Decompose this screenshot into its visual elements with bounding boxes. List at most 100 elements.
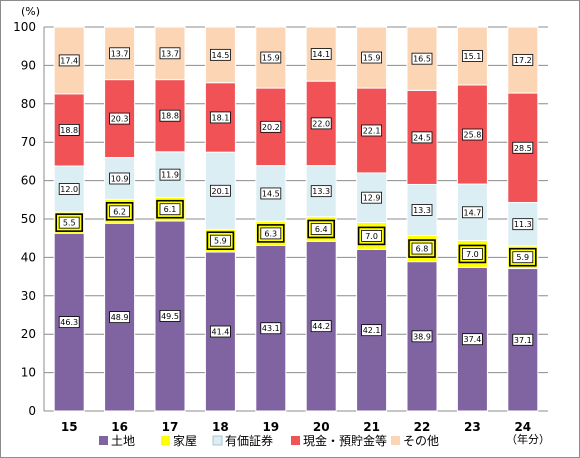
data-label: 6.3 bbox=[264, 229, 277, 238]
data-label: 12.0 bbox=[60, 185, 78, 194]
data-label: 43.1 bbox=[262, 324, 280, 333]
data-label: 22.0 bbox=[312, 119, 330, 128]
data-label-box bbox=[209, 111, 231, 124]
data-label: 5.5 bbox=[63, 219, 76, 228]
data-label-box bbox=[109, 205, 130, 218]
x-unit-label: （年分） bbox=[506, 432, 550, 446]
data-label-box bbox=[260, 187, 282, 200]
x-tick-label: 17 bbox=[162, 420, 179, 434]
data-label: 18.8 bbox=[161, 112, 179, 121]
data-label: 41.4 bbox=[211, 328, 229, 337]
x-tick-label: 21 bbox=[363, 420, 380, 434]
legend-label: 家屋 bbox=[173, 433, 197, 448]
data-label-box bbox=[461, 128, 483, 141]
data-label: 13.7 bbox=[111, 49, 129, 58]
data-label: 14.5 bbox=[262, 189, 280, 198]
data-label-box bbox=[310, 117, 332, 130]
data-label-box bbox=[159, 47, 181, 60]
data-label-box bbox=[58, 216, 80, 229]
data-label: 18.1 bbox=[211, 113, 229, 122]
y-tick-label: 100 bbox=[13, 20, 36, 34]
legend-label: 現金・預貯金等 bbox=[303, 433, 387, 448]
data-label-box bbox=[361, 191, 383, 204]
data-label-box bbox=[260, 227, 282, 240]
data-label-box bbox=[109, 172, 130, 185]
data-label-box bbox=[411, 330, 433, 343]
data-label-box bbox=[260, 51, 282, 64]
data-label-box bbox=[310, 185, 332, 198]
data-label-box bbox=[209, 234, 231, 247]
data-label: 6.1 bbox=[164, 205, 177, 214]
x-tick-label: 15 bbox=[61, 420, 78, 434]
data-label: 6.8 bbox=[416, 245, 429, 254]
data-label-box bbox=[361, 324, 383, 337]
data-label: 38.9 bbox=[413, 332, 431, 341]
data-label: 15.1 bbox=[463, 52, 481, 61]
data-label-box bbox=[260, 120, 282, 133]
data-label-box bbox=[361, 229, 383, 242]
data-label: 11.3 bbox=[514, 220, 532, 229]
data-label: 48.9 bbox=[111, 313, 129, 322]
y-tick-label: 90 bbox=[21, 58, 36, 72]
y-tick-label: 40 bbox=[21, 250, 36, 264]
data-label: 44.2 bbox=[312, 322, 330, 331]
data-label-box bbox=[411, 204, 433, 216]
data-label: 24.5 bbox=[413, 133, 431, 142]
data-label: 17.2 bbox=[514, 56, 532, 65]
data-label: 28.5 bbox=[514, 144, 532, 153]
data-label: 16.5 bbox=[413, 55, 431, 64]
data-label: 22.1 bbox=[363, 126, 381, 135]
y-tick-label: 0 bbox=[28, 404, 36, 418]
y-tick-label: 80 bbox=[21, 97, 36, 111]
data-label-box bbox=[512, 141, 534, 154]
legend-label: 土地 bbox=[111, 434, 135, 448]
legend-label: その他 bbox=[403, 434, 439, 448]
data-label-box bbox=[209, 48, 231, 61]
data-label-box bbox=[260, 322, 282, 335]
data-label-box bbox=[209, 184, 231, 197]
data-label: 13.3 bbox=[312, 187, 330, 196]
data-label: 49.5 bbox=[161, 312, 179, 321]
x-tick-label: 18 bbox=[212, 420, 229, 434]
data-label-box bbox=[159, 168, 181, 181]
data-label-box bbox=[58, 316, 80, 329]
legend-swatch bbox=[212, 435, 223, 446]
data-label-box bbox=[310, 320, 332, 333]
data-label: 20.2 bbox=[262, 123, 280, 132]
data-label-box bbox=[159, 203, 181, 216]
y-tick-label: 60 bbox=[21, 174, 36, 188]
data-label-box bbox=[109, 47, 130, 60]
data-label-box bbox=[411, 52, 433, 65]
data-label-box bbox=[512, 251, 534, 264]
data-label: 14.7 bbox=[463, 208, 481, 217]
data-label: 25.8 bbox=[463, 131, 481, 140]
data-label-box bbox=[58, 183, 80, 195]
legend-swatch bbox=[291, 436, 300, 445]
data-label-box bbox=[159, 310, 181, 322]
data-label: 20.1 bbox=[211, 187, 229, 196]
y-tick-label: 30 bbox=[21, 289, 36, 303]
data-label: 14.1 bbox=[312, 50, 330, 59]
data-label-box bbox=[461, 248, 483, 260]
data-label-box bbox=[512, 333, 534, 346]
data-label: 20.3 bbox=[111, 115, 129, 124]
y-tick-label: 10 bbox=[21, 366, 36, 380]
data-label: 15.9 bbox=[262, 54, 280, 63]
data-label-box bbox=[461, 333, 483, 346]
data-label-box bbox=[310, 48, 332, 60]
data-label: 18.8 bbox=[60, 126, 78, 135]
data-label-box bbox=[512, 218, 534, 231]
data-label-box bbox=[58, 54, 80, 67]
y-unit-label: (%) bbox=[21, 5, 40, 18]
data-label: 12.9 bbox=[363, 194, 381, 203]
data-label-box bbox=[109, 112, 130, 125]
legend-swatch bbox=[161, 436, 170, 445]
data-label-box bbox=[361, 124, 383, 137]
data-label-box bbox=[411, 131, 433, 144]
data-label: 13.7 bbox=[161, 49, 179, 58]
data-label-box bbox=[209, 325, 231, 338]
x-tick-label: 22 bbox=[414, 420, 431, 434]
data-label-box bbox=[461, 50, 483, 62]
